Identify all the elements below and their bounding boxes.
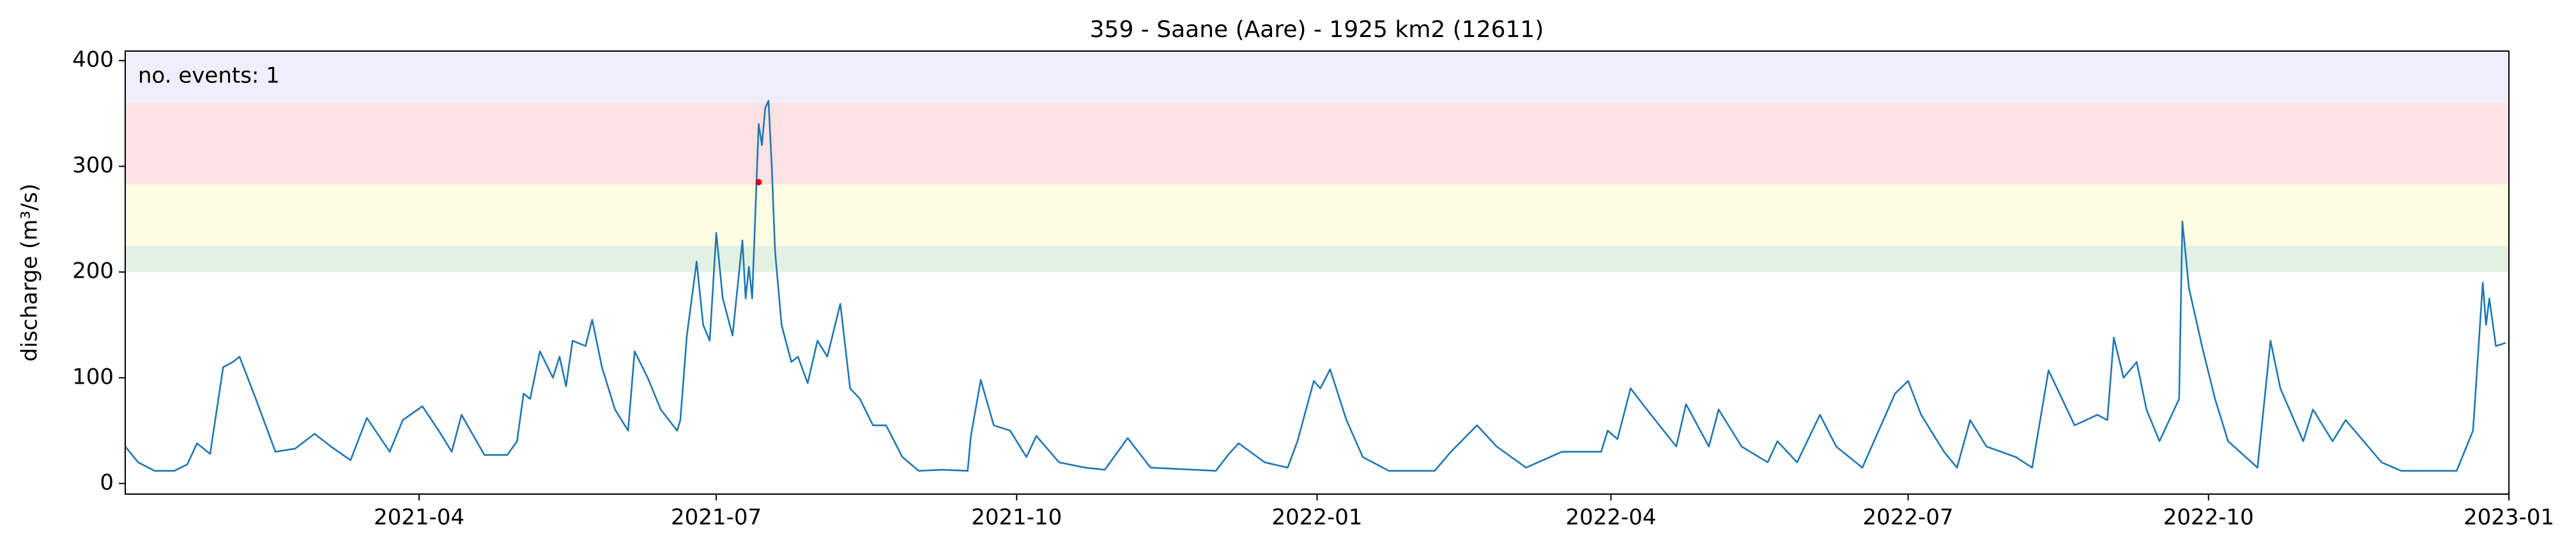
annotation: no. events: 1 [138,63,280,89]
y-tick-label: 100 [72,364,114,389]
discharge-line [124,100,2506,472]
threshold-band [125,51,2509,103]
chart-title: 359 - Saane (Aare) - 1925 km2 (12611) [1090,17,1544,43]
x-tick-label: 2023-01 [2464,505,2554,530]
x-tick-label: 2022-01 [1271,505,1362,530]
x-tick-label: 2022-10 [2163,505,2254,530]
plot-frame [125,50,2510,495]
threshold-band [125,245,2509,273]
threshold-band [125,103,2509,184]
y-tick-label: 0 [100,470,114,495]
event-point [755,179,762,186]
x-tick-label: 2021-07 [671,505,762,530]
x-tick-label: 2021-10 [971,505,1062,530]
y-axis-label: discharge (m³/s) [17,184,43,362]
y-tick-label: 400 [72,47,114,72]
x-tick-label: 2021-04 [374,505,464,530]
y-tick-label: 200 [72,259,114,284]
x-tick-label: 2022-07 [1863,505,1954,530]
x-tick-label: 2022-04 [1565,505,1656,530]
threshold-band [125,184,2509,246]
y-tick-label: 300 [72,153,114,178]
